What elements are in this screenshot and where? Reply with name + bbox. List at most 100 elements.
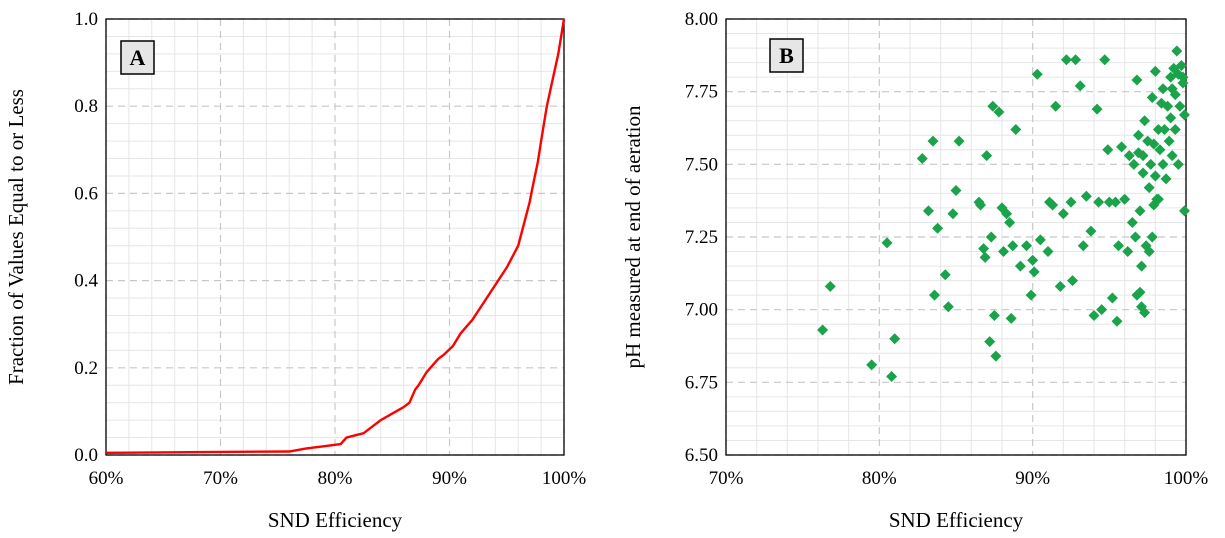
scatter-point (1136, 260, 1148, 272)
scatter-point (932, 222, 944, 234)
panel-b-x-tick-label: 70% (709, 468, 744, 489)
panel-a-plot-frame (105, 18, 565, 456)
panel-b-tick-labels: 70% 80% 90% 100% 6.50 6.75 7.00 7.25 7.50 7.75 8.0… (685, 9, 1209, 489)
scatter-point (1074, 80, 1086, 92)
scatter-point (881, 237, 893, 249)
scatter-point (1126, 216, 1138, 228)
scatter-point (1116, 141, 1128, 153)
scatter-point (1021, 240, 1033, 252)
panel-a-y-tick-label: 0.4 (74, 271, 98, 292)
panel-b-label: B (779, 43, 794, 68)
scatter-point (984, 336, 996, 348)
scatter-point (1166, 150, 1178, 162)
scatter-point (1119, 193, 1131, 205)
scatter-point (1111, 315, 1123, 327)
scatter-point (1014, 260, 1026, 272)
scatter-point (950, 184, 962, 196)
scatter-point (1123, 150, 1135, 162)
panel-b-y-tick-label: 7.25 (685, 227, 718, 248)
scatter-point (886, 371, 898, 383)
scatter-point (1145, 158, 1157, 170)
panel-a-y-axis-label: Fraction of Values Equal to or Less (4, 89, 28, 385)
scatter-point (1113, 240, 1125, 252)
scatter-point (1007, 240, 1019, 252)
scatter-point (824, 280, 836, 292)
scatter-point (998, 246, 1010, 258)
scatter-point (1054, 280, 1066, 292)
scatter-point (1162, 100, 1174, 112)
scatter-point (1139, 115, 1151, 127)
scatter-point (1178, 205, 1190, 217)
scatter-point (1134, 286, 1146, 298)
scatter-point (1163, 135, 1175, 147)
scatter-point (1159, 123, 1171, 135)
scatter-point (866, 359, 878, 371)
scatter-point (1132, 147, 1144, 159)
panel-b-x-tick-label: 100% (1164, 468, 1209, 489)
scatter-point (1099, 54, 1111, 66)
panel-a-cdf-line (105, 18, 566, 455)
scatter-point (1129, 231, 1141, 243)
panel-b-label-box: B (769, 38, 804, 73)
scatter-point (1139, 307, 1151, 319)
panel-a-y-tick-label: 0.6 (74, 183, 98, 204)
panel-b-y-tick-label: 6.75 (685, 372, 718, 393)
scatter-point (1109, 196, 1121, 208)
scatter-point (1148, 199, 1160, 211)
scatter-point (1157, 83, 1169, 95)
panel-a-x-axis-label: SND Efficiency (268, 508, 403, 532)
scatter-point (1031, 68, 1043, 80)
scatter-point (1088, 309, 1100, 321)
panel-a-y-tick-label: 0.0 (74, 445, 98, 466)
panel-a-x-tick-label: 60% (89, 468, 124, 489)
scatter-point (1143, 182, 1155, 194)
panel-a-gridlines (105, 18, 565, 456)
scatter-point (916, 153, 928, 165)
scatter-point (1146, 91, 1158, 103)
scatter-point (1057, 208, 1069, 220)
scatter-point (1077, 240, 1089, 252)
scatter-point (1165, 112, 1177, 124)
panel-b-chart: 70% 80% 90% 100% 6.50 6.75 7.00 7.25 7.50 7.75 8.0… (621, 9, 1208, 532)
scatter-point (1160, 173, 1172, 185)
scatter-point (1070, 54, 1082, 66)
panel-a-label-background (120, 40, 155, 75)
scatter-point (1131, 74, 1143, 86)
panel-a-label-box: A (120, 40, 155, 75)
scatter-point (1177, 77, 1189, 89)
scatter-point (1103, 196, 1115, 208)
panel-a-y-tick-label: 1.0 (74, 9, 98, 30)
scatter-point (1065, 196, 1077, 208)
scatter-point (1154, 144, 1166, 156)
scatter-point (1085, 225, 1097, 237)
scatter-point (947, 208, 959, 220)
scatter-point (1034, 234, 1046, 246)
panel-a-x-tick-label: 90% (432, 468, 467, 489)
panel-b-x-tick-label: 90% (1015, 468, 1050, 489)
panel-b-scatter-points (817, 45, 1190, 383)
panel-b-y-tick-label: 7.00 (685, 300, 718, 321)
panel-a-x-tick-label: 70% (203, 468, 238, 489)
scatter-point (1025, 289, 1037, 301)
scatter-point (1174, 100, 1186, 112)
scatter-point (1001, 208, 1013, 220)
scatter-point (993, 106, 1005, 118)
scatter-point (953, 135, 965, 147)
scatter-point (817, 324, 829, 336)
scatter-point (985, 231, 997, 243)
panel-b-x-axis-label: SND Efficiency (889, 508, 1024, 532)
scatter-point (1067, 275, 1079, 287)
scatter-point (1152, 123, 1164, 135)
panel-b-label-background (769, 38, 804, 73)
scatter-point (939, 269, 951, 281)
scatter-point (1027, 254, 1039, 266)
scatter-point (1149, 170, 1161, 182)
panel-a-chart: 60% 70% 80% 90% 100% 0.0 0.2 0.4 0.6 0.8 1.0 A SND… (4, 9, 586, 532)
scatter-point (1106, 292, 1118, 304)
scatter-point (922, 205, 934, 217)
scatter-point (1005, 312, 1017, 324)
panel-b-y-tick-label: 8.00 (685, 9, 718, 30)
scatter-point (1093, 196, 1105, 208)
scatter-point (1143, 246, 1155, 258)
